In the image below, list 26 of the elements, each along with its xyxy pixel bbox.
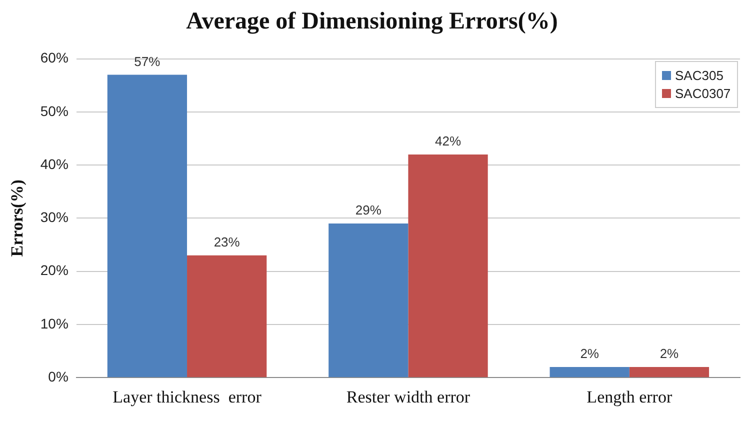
data-label: 23% (214, 234, 240, 250)
bar (408, 154, 488, 378)
y-tick-label: 20% (40, 262, 68, 278)
bar (629, 366, 710, 378)
y-axis-title: Errors(%) (8, 180, 27, 257)
data-label: 57% (134, 54, 161, 69)
chart-title: Average of Dimensioning Errors(%) (186, 8, 558, 35)
y-tick-label: 30% (40, 209, 68, 226)
y-tick-label: 10% (40, 315, 68, 332)
data-label: 29% (355, 202, 382, 218)
x-tick-label: Rester width error (346, 387, 470, 406)
y-tick-label: 60% (40, 50, 68, 66)
y-tick-label: 50% (40, 102, 68, 119)
x-tick-label: Length error (586, 387, 672, 406)
data-label: 2% (660, 346, 680, 362)
legend-label: SAC305 (675, 68, 724, 83)
bar (328, 224, 408, 378)
bar (187, 255, 267, 378)
data-label: 2% (580, 346, 600, 362)
data-label: 42% (435, 134, 462, 149)
x-tick-label: Layer thickness error (112, 387, 262, 406)
bar (550, 366, 630, 378)
legend-label: SAC0307 (675, 86, 731, 101)
bar (107, 74, 188, 378)
y-tick-label: 0% (48, 368, 68, 384)
y-tick-label: 40% (40, 156, 68, 172)
